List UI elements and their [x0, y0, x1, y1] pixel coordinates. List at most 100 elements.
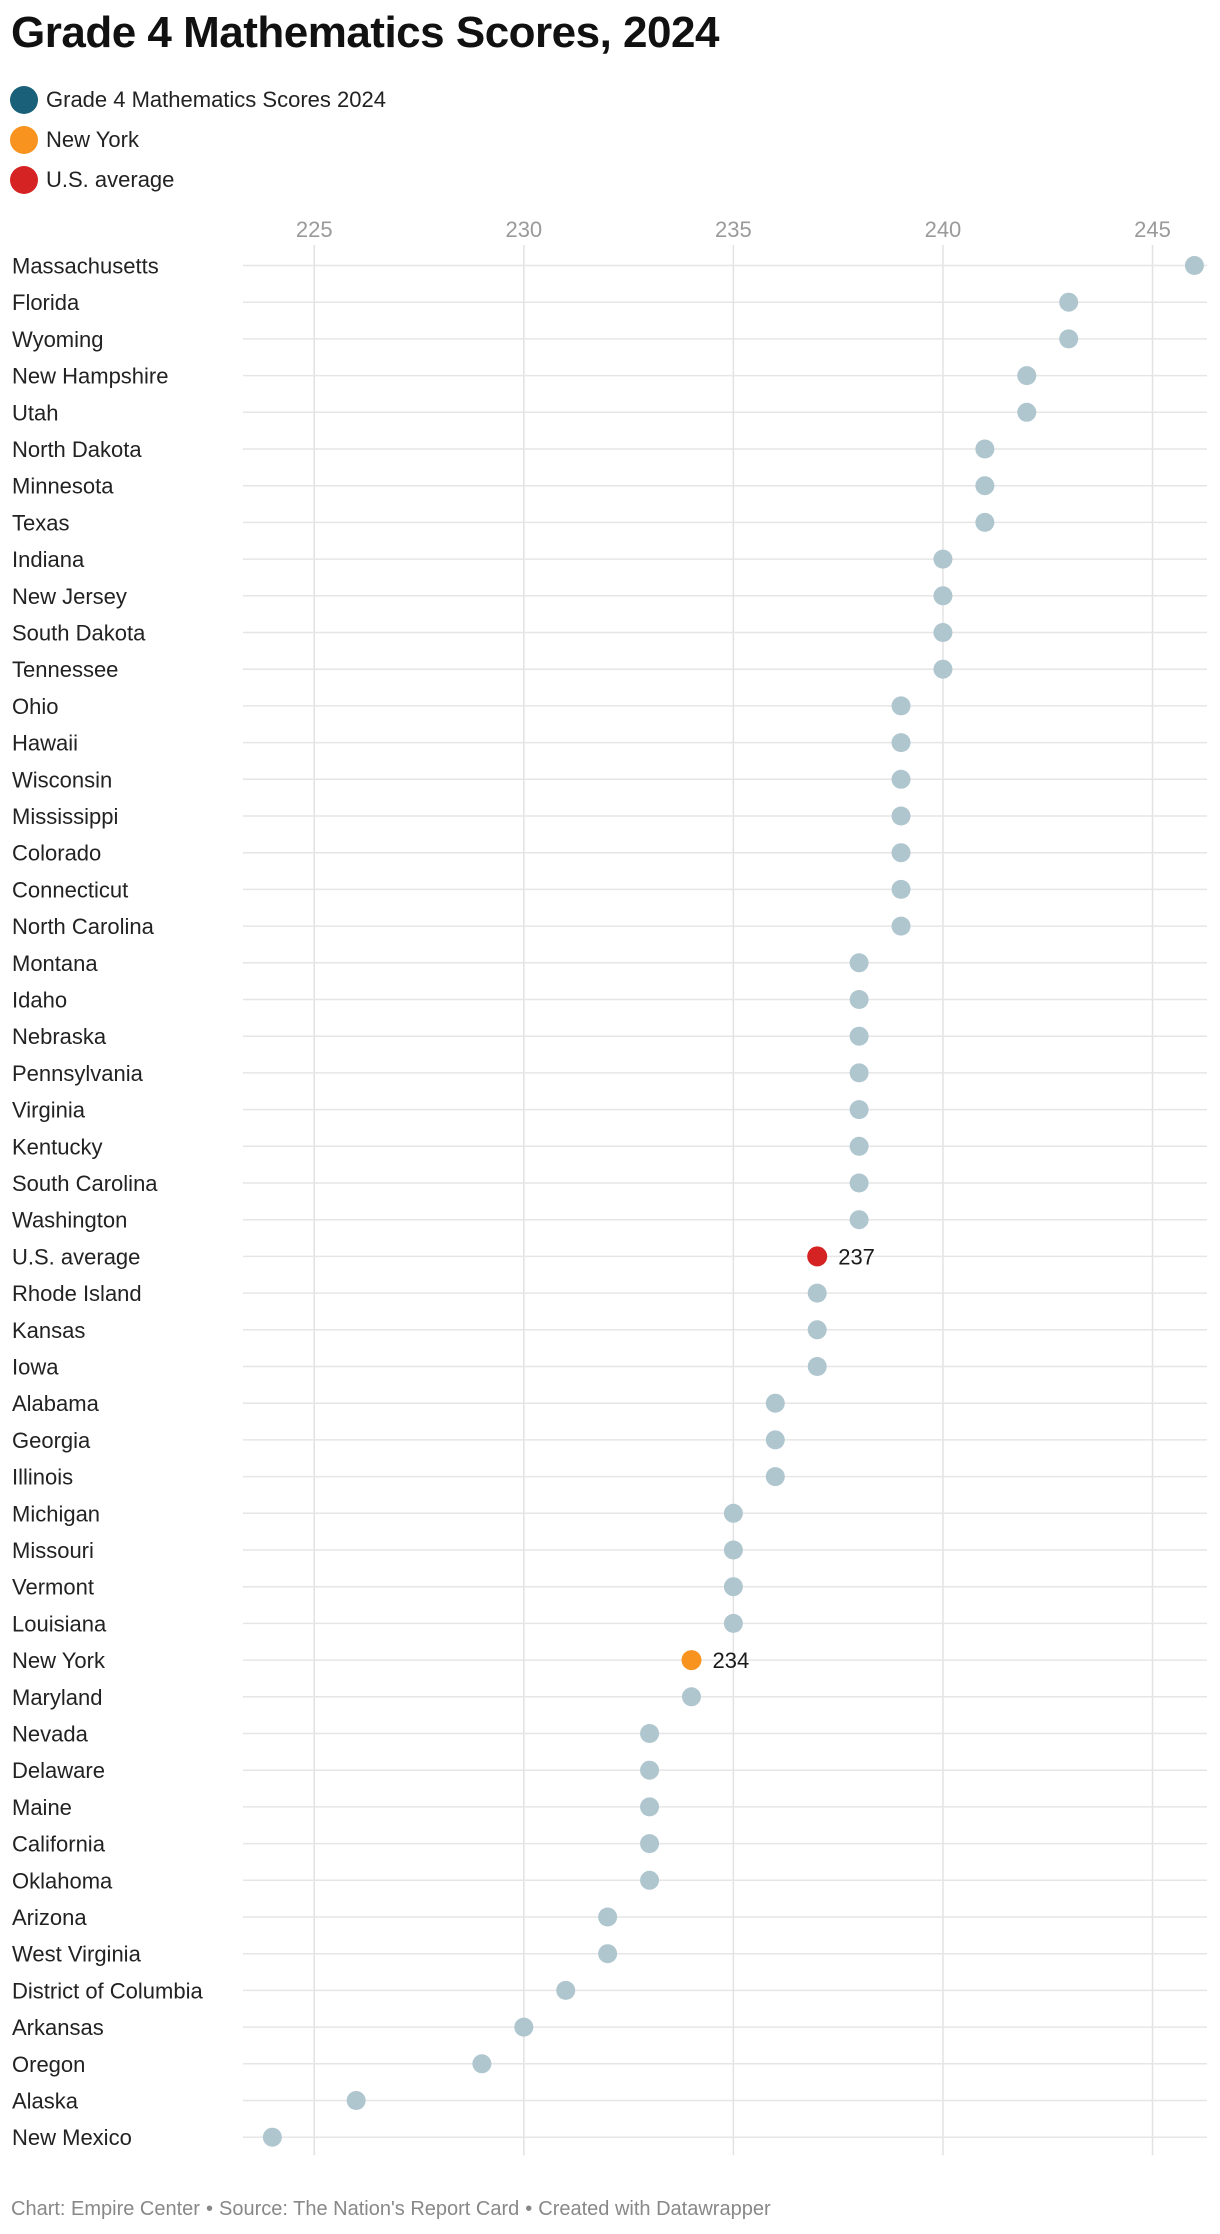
legend-label-us-average: U.S. average [46, 167, 175, 192]
data-point-washington [849, 1210, 869, 1230]
data-point-south-carolina [849, 1173, 869, 1193]
data-point-minnesota [975, 476, 995, 496]
data-point-louisiana [723, 1613, 743, 1633]
row-label-arkansas: Arkansas [12, 2015, 104, 2040]
data-point-wyoming [1059, 329, 1079, 349]
legend-item-states: Grade 4 Mathematics Scores 2024 [10, 80, 386, 120]
legend-dot-new-york [10, 126, 38, 154]
row-label-oregon: Oregon [12, 2052, 85, 2077]
data-point-new-jersey [933, 586, 953, 606]
data-point-vermont [723, 1577, 743, 1597]
data-point-virginia [849, 1100, 869, 1120]
footer-created-with: Created with Datawrapper [538, 2198, 771, 2220]
data-point-missouri [723, 1540, 743, 1560]
row-label-kansas: Kansas [12, 1318, 85, 1343]
row-label-indiana: Indiana [12, 547, 85, 572]
data-point-wisconsin [891, 769, 911, 789]
data-point-montana [849, 953, 869, 973]
data-point-ohio [891, 696, 911, 716]
chart-title: Grade 4 Mathematics Scores, 2024 [11, 8, 719, 57]
x-tick-label-230: 230 [505, 217, 542, 242]
row-label-connecticut: Connecticut [12, 877, 128, 902]
data-point-arizona [598, 1907, 618, 1927]
dot-plot-chart: 225 230 235 240 245 Massachusetts Florida Wyom… [12, 217, 1207, 2156]
row-label-georgia: Georgia [12, 1428, 91, 1453]
data-label-u-s-average: 237 [838, 1244, 875, 1269]
row-label-louisiana: Louisiana [12, 1611, 107, 1636]
row-label-wisconsin: Wisconsin [12, 767, 112, 792]
legend: Grade 4 Mathematics Scores 2024 New York… [10, 80, 386, 200]
data-point-maryland [681, 1687, 701, 1707]
legend-label-new-york: New York [46, 127, 139, 152]
data-point-illinois [765, 1467, 785, 1487]
row-label-arizona: Arizona [12, 1905, 87, 1930]
row-label-nevada: Nevada [12, 1722, 89, 1747]
data-point-north-dakota [975, 439, 995, 459]
footer-source: Source: The Nation's Report Card [218, 2198, 520, 2220]
x-tick-label-235: 235 [715, 217, 752, 242]
row-label-colorado: Colorado [12, 841, 101, 866]
row-label-maine: Maine [12, 1795, 72, 1820]
x-tick-label-240: 240 [925, 217, 962, 242]
row-label-new-mexico: New Mexico [12, 2125, 132, 2150]
data-point-idaho [849, 990, 869, 1009]
data-point-u-s-average [807, 1246, 828, 1267]
row-label-north-carolina: North Carolina [12, 914, 155, 939]
row-label-delaware: Delaware [12, 1758, 105, 1783]
row-label-new-hampshire: New Hampshire [12, 364, 169, 389]
row-label-kentucky: Kentucky [12, 1134, 103, 1159]
row-label-missouri: Missouri [12, 1538, 94, 1563]
data-point-texas [975, 512, 995, 532]
data-point-nebraska [849, 1026, 869, 1046]
row-label-montana: Montana [12, 951, 98, 976]
row-label-alaska: Alaska [12, 2089, 79, 2114]
row-label-virginia: Virginia [12, 1098, 86, 1123]
row-label-south-dakota: South Dakota [12, 621, 146, 646]
data-point-colorado [891, 843, 911, 863]
row-label-maryland: Maryland [12, 1685, 102, 1710]
data-point-new-york [681, 1650, 702, 1671]
row-label-new-jersey: New Jersey [12, 584, 127, 609]
row-label-illinois: Illinois [12, 1465, 73, 1490]
data-point-california [640, 1834, 660, 1854]
data-point-kansas [807, 1320, 827, 1340]
data-point-hawaii [891, 733, 911, 753]
row-label-south-carolina: South Carolina [12, 1171, 158, 1196]
x-tick-label-225: 225 [296, 217, 333, 242]
data-point-mississippi [891, 806, 911, 826]
row-label-north-dakota: North Dakota [12, 437, 142, 462]
data-point-new-hampshire [1017, 366, 1037, 386]
row-label-hawaii: Hawaii [12, 731, 78, 756]
data-point-pennsylvania [849, 1063, 869, 1083]
row-label-iowa: Iowa [12, 1355, 59, 1380]
data-point-nevada [640, 1724, 660, 1743]
row-label-washington: Washington [12, 1208, 127, 1233]
row-label-ohio: Ohio [12, 694, 58, 719]
row-label-new-york: New York [12, 1648, 106, 1673]
legend-dot-us-average [10, 166, 38, 194]
data-point-arkansas [514, 2017, 534, 2037]
data-point-indiana [933, 549, 953, 569]
data-point-oregon [472, 2054, 492, 2074]
x-tick-label-245: 245 [1134, 217, 1171, 242]
row-label-pennsylvania: Pennsylvania [12, 1061, 144, 1086]
legend-item-new-york: New York [10, 120, 386, 160]
data-point-utah [1017, 402, 1037, 422]
row-label-rhode-island: Rhode Island [12, 1281, 142, 1306]
row-label-utah: Utah [12, 400, 58, 425]
data-label-new-york: 234 [712, 1648, 749, 1673]
legend-item-us-average: U.S. average [10, 160, 386, 200]
data-point-florida [1059, 292, 1079, 312]
legend-label-states: Grade 4 Mathematics Scores 2024 [46, 87, 386, 112]
legend-dot-states [10, 86, 38, 114]
data-point-alaska [346, 2091, 366, 2110]
row-label-vermont: Vermont [12, 1575, 94, 1600]
data-point-rhode-island [807, 1283, 827, 1303]
row-label-texas: Texas [12, 510, 69, 535]
data-labels: 237 234 [712, 1244, 874, 1673]
row-label-wyoming: Wyoming [12, 327, 104, 352]
data-point-connecticut [891, 879, 911, 899]
row-label-west-virginia: West Virginia [12, 1942, 142, 1967]
row-label-florida: Florida [12, 290, 80, 315]
footer-chart-by: Chart: Empire Center [11, 2198, 200, 2220]
